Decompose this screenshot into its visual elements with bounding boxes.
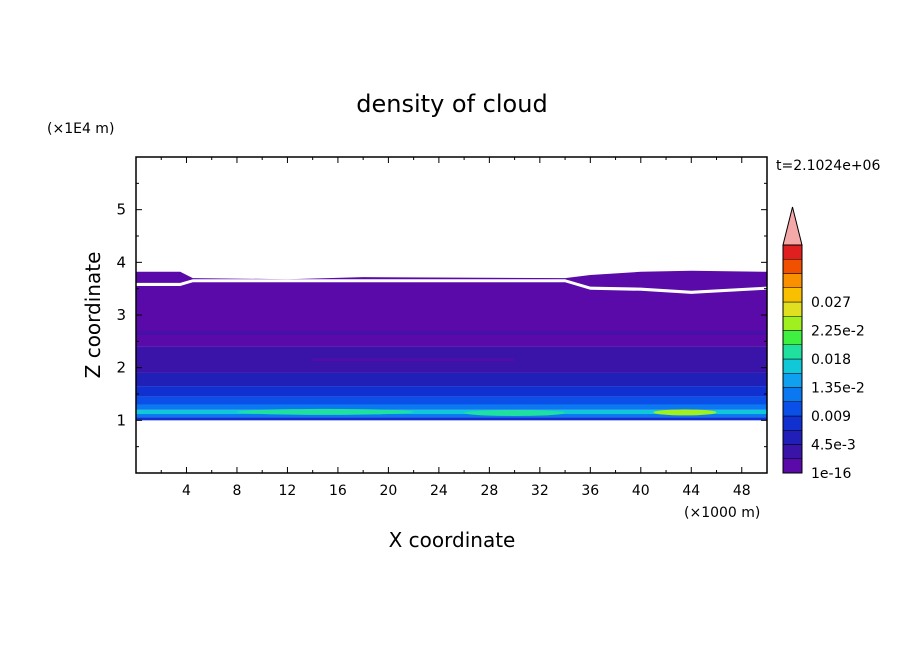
x-tick-label: 16: [329, 483, 347, 499]
chart-title: density of cloud: [356, 90, 547, 118]
x-tick-label: 32: [531, 483, 549, 499]
contour-band-0: [136, 417, 767, 421]
colorbar-label: 1e-16: [811, 466, 851, 482]
x-tick-label: 36: [581, 483, 599, 499]
colorbar-band-15: [782, 244, 803, 260]
contour-band-4: [136, 396, 767, 405]
y-tick-label: 5: [116, 201, 126, 219]
colorbar-band-2: [782, 430, 803, 445]
contour-fill: [136, 270, 767, 421]
colorbar-band-8: [782, 344, 803, 360]
colorbar-band-9: [782, 330, 803, 345]
streak-upper: [136, 330, 767, 335]
y-tick-label: 4: [116, 253, 126, 271]
colorbar-label: 1.35e-2: [811, 381, 865, 397]
x-tick-label: 40: [632, 483, 650, 499]
x-tick-label: 12: [279, 483, 297, 499]
y-tick-label: 2: [116, 359, 126, 377]
feature-1: [236, 408, 414, 415]
colorbar-band-1: [782, 444, 803, 459]
x-tick-label: 28: [480, 483, 498, 499]
colorbar-band-10: [782, 316, 803, 331]
colorbar-band-5: [782, 387, 803, 402]
colorbar-band-11: [782, 301, 803, 317]
feature-2: [464, 409, 566, 416]
y-unit-label: (×1E4 m): [47, 121, 114, 137]
streak-mid: [312, 358, 515, 362]
colorbar-band-7: [782, 358, 803, 374]
colorbar-label: 0.009: [811, 409, 851, 425]
x-axis-ticks: 4 8 12 16 20 24 28 32 36 40 44 48: [160, 157, 751, 499]
x-axis-label: X coordinate: [389, 528, 516, 552]
x-tick-label: 44: [682, 483, 700, 499]
colorbar-band-6: [782, 373, 803, 388]
colorbar-label: 0.018: [811, 352, 851, 368]
colorbar-label: 2.25e-2: [811, 324, 865, 340]
x-tick-label: 8: [232, 483, 241, 499]
y-axis-ticks: 1 2 3 4 5: [116, 182, 767, 448]
cloud-gap: [136, 279, 767, 294]
y-axis-label: Z coordinate: [81, 252, 105, 379]
contour-band-5: [136, 386, 767, 397]
x-unit-label: (×1000 m): [684, 505, 760, 521]
colorbar-band-12: [782, 287, 803, 303]
x-tick-label: 24: [430, 483, 448, 499]
cloud-top-band: [136, 270, 767, 321]
x-tick-label: 4: [182, 483, 191, 499]
colorbar-band-3: [782, 415, 803, 431]
time-label: t=2.1024e+06: [776, 158, 880, 174]
colorbar-band-0: [782, 458, 803, 474]
contour-band-6: [136, 372, 767, 387]
colorbar-band-14: [782, 259, 803, 274]
colorbar-label: 0.027: [811, 295, 851, 311]
y-tick-label: 3: [116, 306, 126, 324]
x-tick-label: 20: [379, 483, 397, 499]
colorbar-label: 4.5e-3: [811, 438, 856, 454]
x-tick-label: 48: [733, 483, 751, 499]
contour-band-1: [136, 414, 767, 418]
colorbar-band-13: [782, 273, 803, 288]
colorbar: 1e-16 4.5e-3 0.009 1.35e-2 0.018 2.25e-2 0.027: [782, 206, 865, 482]
y-tick-label: 1: [116, 411, 126, 429]
colorbar-frame: [782, 244, 803, 474]
colorbar-band-4: [782, 401, 803, 417]
contour-band-3: [136, 404, 767, 410]
colorbar-over-arrow: [782, 206, 803, 246]
feature-0: [653, 409, 717, 416]
contour-band-2: [136, 409, 767, 415]
